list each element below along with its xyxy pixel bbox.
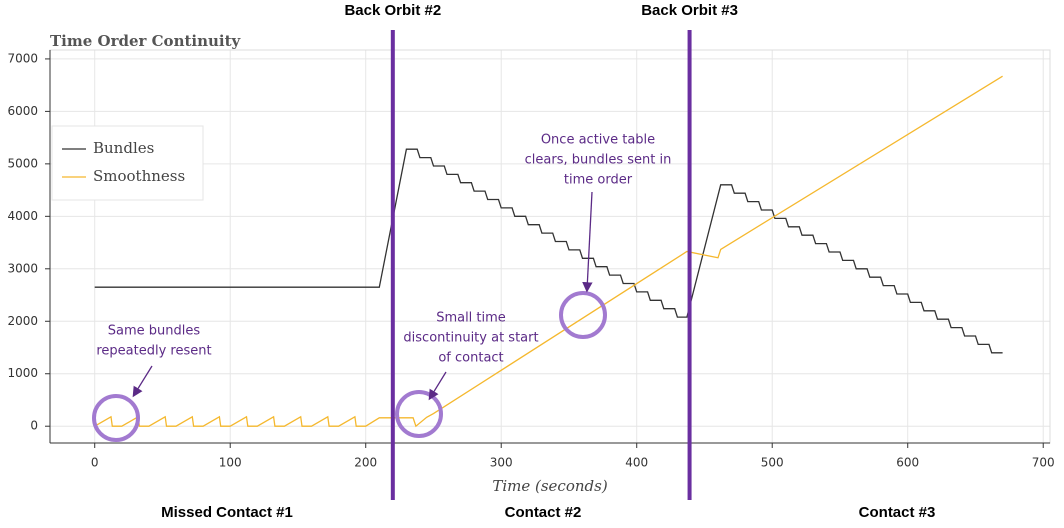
back-orbits: Back Orbit #2 Back Orbit #3 [344, 2, 738, 500]
x-tick-label: 600 [896, 456, 919, 470]
arrows [132, 191, 593, 401]
x-tick-label: 500 [761, 456, 784, 470]
x-tick-label: 300 [490, 456, 513, 470]
y-tick-label: 3000 [7, 261, 38, 275]
x-tick-label: 700 [1032, 456, 1055, 470]
y-tick-label: 2000 [7, 314, 38, 328]
annotation-text: discontinuity at start [403, 331, 538, 346]
legend-label: Bundles [93, 139, 154, 157]
y-tick-label: 4000 [7, 209, 38, 223]
annotation-text: Small time [436, 311, 506, 326]
legend-items: Bundles Smoothness [62, 139, 185, 185]
plot-frame [49, 49, 1051, 444]
highlight-circle [92, 394, 140, 442]
x-tick-label: 100 [219, 456, 242, 470]
highlight-circle [395, 390, 443, 438]
x-tick-label: 200 [354, 456, 377, 470]
annotation-text: repeatedly resent [96, 344, 211, 359]
legend [51, 125, 204, 201]
annotation-text: time order [564, 173, 633, 188]
annotation-text: clears, bundles sent in [525, 153, 672, 168]
y-tick-label: 0 [30, 419, 38, 433]
x-axis-label: Time (seconds) [492, 477, 607, 495]
contact-label: Missed Contact #1 [161, 504, 293, 521]
y-tick-label: 6000 [7, 104, 38, 118]
annotation-text: Same bundles [108, 324, 201, 339]
y-tick-label: 7000 [7, 51, 38, 65]
back-orbit-label: Back Orbit #3 [641, 2, 738, 19]
series-line [94, 75, 1003, 428]
back-orbit-label: Back Orbit #2 [344, 2, 441, 19]
highlights [92, 291, 607, 442]
highlight-circle [559, 291, 607, 339]
x-tick-label: 0 [91, 456, 99, 470]
x-tick-label: 400 [625, 456, 648, 470]
chart-title: Time Order Continuity [50, 32, 242, 50]
annotation-text: Once active table [541, 133, 655, 148]
y-tick-label: 1000 [7, 366, 38, 380]
annotation-text: of contact [438, 351, 503, 366]
grid [50, 50, 1050, 443]
y-tick-label: 5000 [7, 156, 38, 170]
contact-label: Contact #3 [859, 504, 936, 521]
arrow [132, 365, 153, 398]
series-line [94, 148, 1003, 354]
legend-label: Smoothness [93, 167, 185, 185]
arrow [428, 371, 447, 401]
arrow [582, 191, 593, 293]
lines [94, 75, 1003, 428]
contact-label: Contact #2 [505, 504, 582, 521]
annotations: Same bundles repeatedly resent Small time d… [96, 133, 671, 366]
